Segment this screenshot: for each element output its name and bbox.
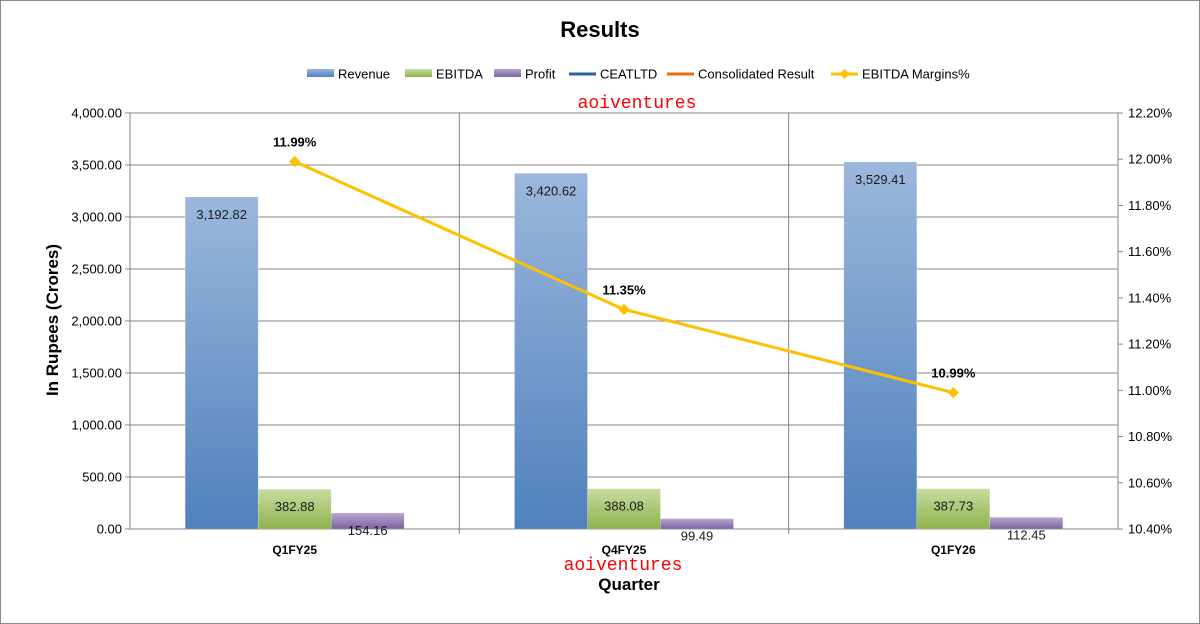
x-tick-label-q4fy25: Q4FY25: [602, 543, 647, 557]
y2-tick-label: 12.00%: [1128, 152, 1173, 167]
bar-ebitda-q1fy25: [257, 488, 332, 530]
y2-tick-label: 12.20%: [1128, 106, 1173, 121]
x-axis-label: Quarter: [598, 575, 660, 594]
point-ebitda-margins-q4fy25: [618, 303, 630, 316]
y2-tick-label: 11.00%: [1128, 383, 1172, 398]
y2-tick-label: 10.60%: [1128, 475, 1173, 490]
bar-ebitda-q1fy26: [916, 488, 991, 530]
data-label-ebitda-margins-q1fy26: 10.99%: [931, 366, 976, 381]
bar-profit-q4fy25: [660, 518, 734, 530]
data-label-ebitda-q1fy26: 387.73: [933, 499, 973, 514]
data-label-revenue-q4fy25: 3,420.62: [526, 183, 577, 198]
y-tick-label: 4,000.00: [71, 106, 122, 121]
bar-profit-q1fy25: [330, 512, 405, 530]
y-tick-label: 2,000.00: [71, 314, 122, 329]
data-label-profit-q1fy26: 112.45: [1007, 527, 1046, 542]
y2-tick-label: 11.20%: [1128, 337, 1172, 352]
legend-label-ceatltd: CEATLTD: [600, 67, 657, 82]
data-label-ebitda-margins-q1fy25: 11.99%: [273, 135, 317, 150]
data-label-profit-q4fy25: 99.49: [681, 529, 714, 544]
y2-tick-label: 11.40%: [1128, 290, 1172, 305]
y-axis-label: In Rupees (Crores): [43, 244, 62, 396]
legend-label-consolidated-result: Consolidated Result: [698, 67, 815, 82]
legend-label-ebitda-margins: EBITDA Margins%: [862, 67, 970, 82]
legend-swatch-profit: [494, 69, 521, 77]
legend-label-ebitda: EBITDA: [436, 67, 483, 82]
y2-tick-label: 10.80%: [1128, 429, 1173, 444]
y-tick-label: 0.00: [97, 522, 122, 537]
point-ebitda-margins-q1fy25: [289, 155, 301, 168]
y2-tick-label: 11.80%: [1128, 198, 1172, 213]
x-tick-label-q1fy26: Q1FY26: [931, 543, 976, 557]
y2-tick-label: 11.60%: [1128, 244, 1172, 259]
x-tick-label-q1fy25: Q1FY25: [272, 543, 317, 557]
chart-title: Results: [560, 17, 639, 42]
plot-area: 0.00 500.00 1,000.00 1,500.00 2,000.00 2,500.…: [71, 106, 1172, 558]
y2-tick-label: 10.40%: [1128, 522, 1173, 537]
bar-ebitda-q4fy25: [587, 488, 661, 530]
legend: Revenue EBITDA Profit CEATLTD Consolidated R…: [307, 67, 970, 82]
bar-revenue-q4fy25: [514, 173, 588, 530]
watermark-top: aoiventures: [578, 94, 697, 114]
y-tick-label: 3,000.00: [71, 210, 122, 225]
bar-revenue-q1fy25: [184, 196, 259, 530]
y-tick-label: 3,500.00: [71, 158, 122, 173]
data-label-profit-q1fy25: 154.16: [348, 523, 388, 538]
watermark-bottom: aoiventures: [564, 556, 683, 576]
data-label-ebitda-q4fy25: 388.08: [604, 499, 644, 514]
data-label-ebitda-q1fy25: 382.88: [275, 499, 315, 514]
y-tick-label: 500.00: [82, 470, 122, 485]
legend-label-revenue: Revenue: [338, 67, 390, 82]
legend-marker-ebitda-margins: [839, 69, 850, 79]
legend-swatch-revenue: [307, 69, 334, 77]
legend-swatch-ebitda: [405, 69, 432, 77]
y-tick-label: 2,500.00: [71, 262, 122, 277]
legend-label-profit: Profit: [525, 67, 556, 82]
y-tick-label: 1,500.00: [71, 366, 122, 381]
bar-revenue-q1fy26: [843, 161, 918, 530]
data-label-revenue-q1fy26: 3,529.41: [855, 172, 906, 187]
data-label-ebitda-margins-q4fy25: 11.35%: [602, 282, 646, 297]
point-ebitda-margins-q1fy26: [947, 386, 959, 399]
data-label-revenue-q1fy25: 3,192.82: [196, 207, 247, 222]
y-tick-label: 1,000.00: [71, 418, 122, 433]
bar-profit-q1fy26: [989, 517, 1064, 530]
